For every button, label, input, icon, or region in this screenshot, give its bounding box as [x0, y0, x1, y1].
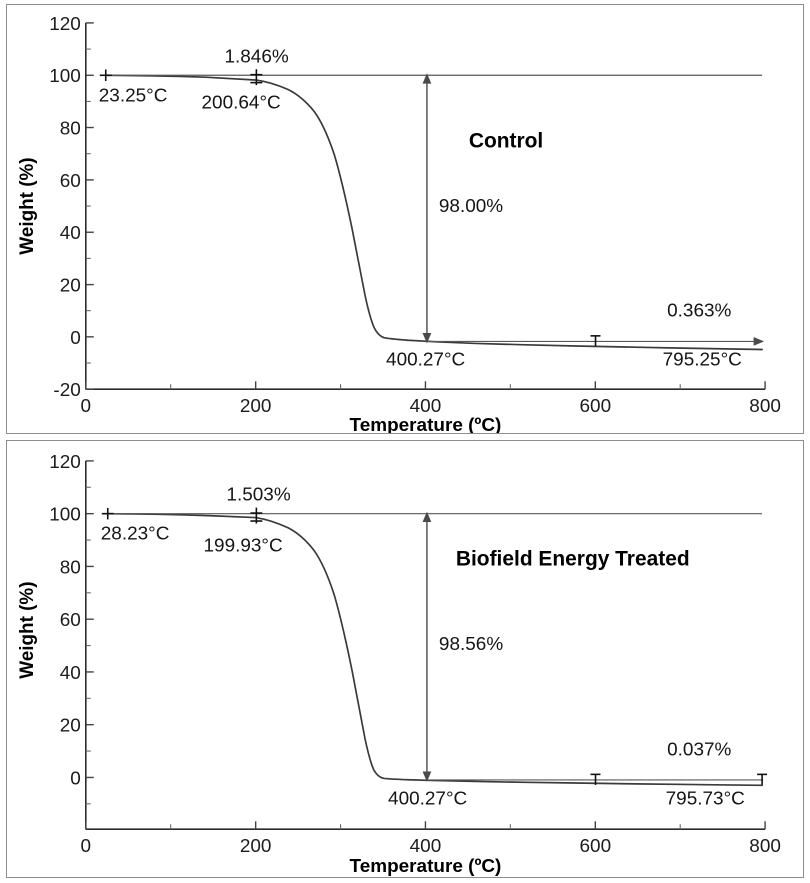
series-name-control: Control [469, 129, 543, 152]
x-tick-label: 0 [81, 836, 92, 857]
y-tick-label: 0 [70, 328, 81, 349]
y-tick-label: -20 [53, 380, 80, 401]
step-start-temp-label-control: 200.64°C [202, 93, 281, 114]
y-tick-label: 100 [49, 505, 81, 526]
y-tick-label: 100 [49, 66, 81, 87]
y-tick-label: 20 [60, 276, 81, 297]
x-tick-label: 600 [580, 836, 612, 857]
y-tick-label: 120 [49, 452, 81, 473]
residue-pct-label-biofield: 0.037% [667, 740, 731, 761]
weight-loss-arrow-control [422, 73, 432, 344]
residue-arrowhead-control [753, 337, 765, 346]
tga-curve-control [104, 74, 763, 351]
x-tick-label: 400 [410, 836, 442, 857]
x-minor-ticks-biofield [170, 824, 681, 830]
y-tick-label: 80 [60, 557, 81, 578]
y-major-ticks-control [85, 22, 94, 390]
y-tick-label: 80 [60, 119, 81, 140]
onset-marker-biofield [101, 507, 114, 520]
y-tick-label: 120 [49, 14, 81, 35]
x-tick-label: 800 [749, 836, 781, 857]
weight-loss-label-biofield: 98.56% [439, 634, 503, 655]
y-tick-labels-control: 120 100 80 60 40 20 0 -20 [49, 14, 81, 401]
y-tick-label: 60 [60, 171, 81, 192]
x-tick-labels-biofield: 0 200 400 600 800 [81, 836, 781, 857]
tga-panel-biofield: 120 100 80 60 40 20 0 [6, 440, 804, 878]
y-tick-label: 60 [60, 610, 81, 631]
x-tick-label: 400 [410, 396, 442, 417]
residue-temp-label-control: 795.25°C [663, 349, 742, 370]
step-end-temp-label-biofield: 400.27°C [388, 788, 467, 809]
residue-mid-marker-control [590, 335, 601, 347]
y-minor-ticks-control [85, 48, 91, 364]
x-minor-ticks-control [170, 384, 681, 390]
step-loss-pct-label-control: 1.846% [224, 47, 288, 68]
x-major-ticks-control [85, 381, 766, 390]
y-tick-label: 40 [60, 663, 81, 684]
residue-end-marker-biofield [757, 773, 768, 785]
x-major-ticks-biofield [85, 821, 766, 830]
x-tick-label: 200 [240, 396, 272, 417]
x-tick-label: 0 [81, 396, 92, 417]
y-tick-label: 20 [60, 716, 81, 737]
weight-loss-label-control: 98.00% [439, 196, 503, 217]
step-start-marker-control [250, 69, 263, 86]
step-start-marker-biofield [250, 507, 263, 524]
x-axis-title-biofield: Temperature (ºC) [350, 856, 502, 877]
y-tick-labels-biofield: 120 100 80 60 40 20 0 [49, 452, 81, 790]
step-loss-pct-label-biofield: 1.503% [226, 485, 290, 506]
tga-curve-biofield [106, 512, 763, 787]
residue-mid-marker-biofield [590, 773, 601, 785]
y-major-ticks-biofield [85, 460, 94, 779]
x-tick-labels-control: 0 200 400 600 800 [81, 396, 781, 417]
step-start-temp-label-biofield: 199.93°C [204, 536, 283, 557]
tga-plot-biofield: 120 100 80 60 40 20 0 [17, 452, 781, 877]
y-tick-label: 0 [70, 768, 81, 789]
series-name-biofield: Biofield Energy Treated [456, 547, 690, 570]
onset-marker-control [99, 69, 112, 82]
residue-pct-label-control: 0.363% [667, 301, 731, 322]
step-end-temp-label-control: 400.27°C [386, 349, 465, 370]
weight-loss-arrow-biofield [422, 511, 432, 782]
x-tick-label: 200 [240, 836, 272, 857]
y-tick-label: 40 [60, 223, 81, 244]
y-axis-title-control: Weight (%) [17, 157, 38, 254]
onset-temp-label-biofield: 28.23°C [101, 524, 170, 545]
x-tick-label: 600 [580, 396, 612, 417]
tga-plot-control: 120 100 80 60 40 20 0 -20 [17, 14, 781, 433]
tga-panel-control: 120 100 80 60 40 20 0 -20 [6, 4, 804, 434]
residue-temp-label-biofield: 795.73°C [666, 788, 745, 809]
y-minor-ticks-biofield [85, 486, 91, 805]
y-axis-title-biofield: Weight (%) [17, 581, 38, 678]
x-axis-title-control: Temperature (ºC) [350, 415, 502, 433]
onset-temp-label-control: 23.25°C [99, 86, 168, 107]
x-tick-label: 800 [749, 396, 781, 417]
